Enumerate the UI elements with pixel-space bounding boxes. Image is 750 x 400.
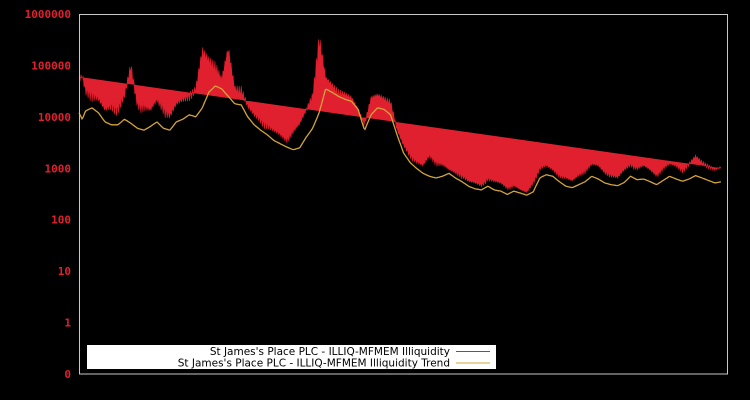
plot-series — [78, 39, 722, 196]
y-tick-label: 0 — [64, 368, 71, 381]
illiquidity-trend-series — [78, 85, 722, 196]
y-tick-label: 1 — [64, 317, 71, 330]
y-tick-label: 1000000 — [25, 8, 71, 21]
y-tick-label: 100 — [51, 214, 71, 227]
legend-label-illiquidity: St James's Place PLC - ILLIQ-MFMEM Illiq… — [210, 346, 450, 358]
y-tick-label: 1000 — [45, 162, 72, 175]
legend-box — [87, 345, 496, 369]
legend: St James's Place PLC - ILLIQ-MFMEM Illiq… — [87, 345, 496, 370]
plot-frame — [79, 14, 728, 375]
illiquidity-series — [78, 39, 722, 194]
y-tick-label: 10000 — [38, 111, 71, 124]
legend-label-trend: St James's Place PLC - ILLIQ-MFMEM Illiq… — [178, 358, 450, 370]
y-tick-label: 10 — [58, 265, 71, 278]
y-tick-label: 100000 — [31, 59, 71, 72]
